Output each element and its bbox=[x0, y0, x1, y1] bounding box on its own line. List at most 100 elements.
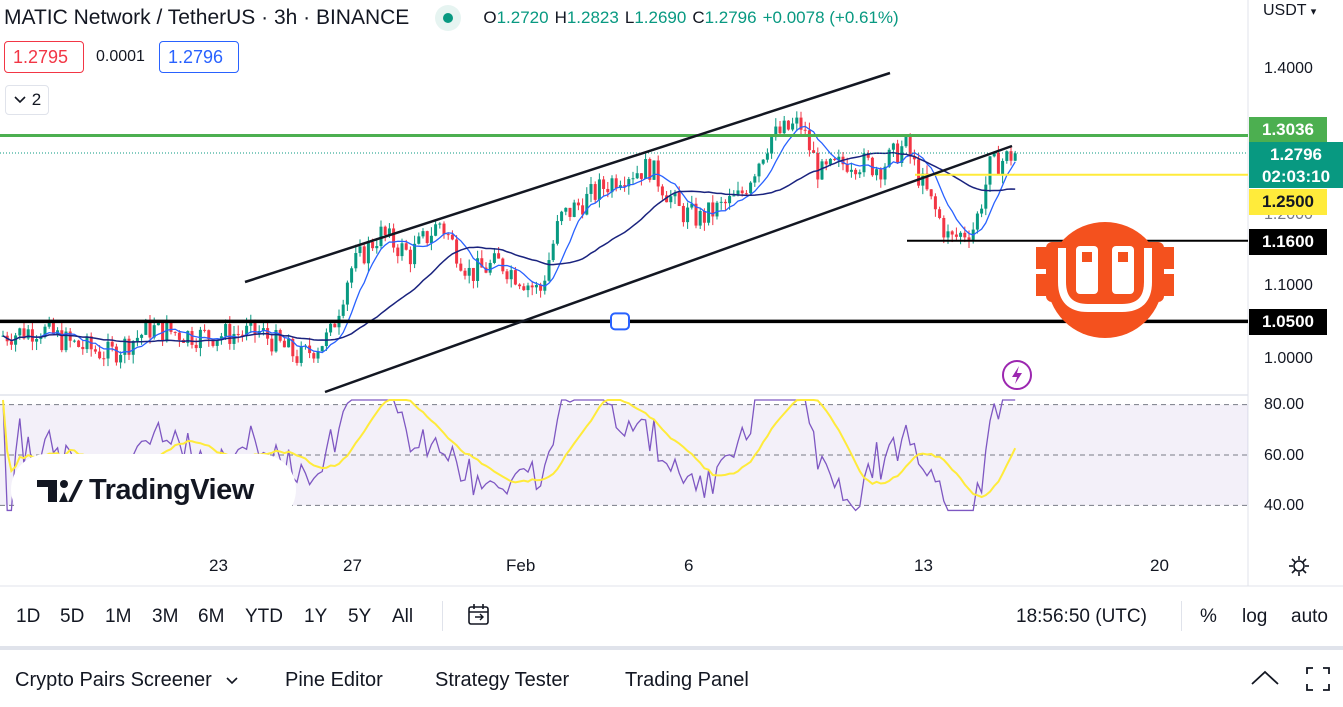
candle-body bbox=[169, 322, 173, 332]
candle-body bbox=[534, 284, 538, 288]
candle-body bbox=[845, 164, 849, 172]
settings-gear-icon[interactable] bbox=[1287, 554, 1311, 578]
tradingview-logo-text: TradingView bbox=[89, 474, 254, 506]
candle-body bbox=[156, 321, 160, 326]
range-all[interactable]: All bbox=[392, 606, 414, 627]
currency-selector[interactable]: USDT ▾ bbox=[1263, 2, 1317, 19]
candle-body bbox=[610, 178, 614, 193]
candle-body bbox=[686, 207, 690, 223]
candle-body bbox=[677, 192, 681, 206]
candle-body bbox=[770, 137, 774, 154]
tab-trading-panel[interactable]: Trading Panel bbox=[625, 669, 749, 691]
candle-body bbox=[656, 160, 660, 187]
candle-body bbox=[711, 202, 715, 217]
candle-body bbox=[513, 270, 517, 285]
candle-body bbox=[215, 339, 219, 346]
candle-body bbox=[959, 232, 963, 237]
range-1y[interactable]: 1Y bbox=[304, 606, 328, 627]
range-6m[interactable]: 6M bbox=[198, 606, 225, 627]
candle-body bbox=[929, 189, 933, 197]
tab-pine-editor[interactable]: Pine Editor bbox=[285, 669, 383, 691]
chevron-up-icon[interactable] bbox=[1250, 668, 1280, 688]
candle-body bbox=[190, 331, 194, 345]
candle-body bbox=[228, 324, 232, 344]
candle-body bbox=[345, 282, 349, 305]
range-1d[interactable]: 1D bbox=[16, 606, 41, 627]
candle-body bbox=[875, 169, 879, 176]
price-tick: 1.1000 bbox=[1264, 277, 1313, 294]
auto-scale-toggle[interactable]: auto bbox=[1291, 606, 1328, 627]
buy-button[interactable]: 1.2796 bbox=[159, 41, 239, 73]
candle-body bbox=[198, 329, 202, 349]
candle-body bbox=[350, 268, 354, 283]
candle-body bbox=[757, 163, 761, 177]
candle-body bbox=[954, 234, 958, 237]
candle-body bbox=[119, 354, 123, 363]
range-5y[interactable]: 5Y bbox=[348, 606, 372, 627]
tab-crypto-pairs-screener[interactable]: Crypto Pairs Screener bbox=[15, 669, 239, 692]
candle-body bbox=[333, 323, 337, 328]
candle-body bbox=[219, 336, 223, 340]
spread-value: 0.0001 bbox=[96, 48, 145, 65]
candle-body bbox=[950, 231, 954, 235]
rsi-line bbox=[2, 399, 1016, 512]
candle-body bbox=[564, 207, 568, 212]
range-ytd[interactable]: YTD bbox=[245, 606, 283, 627]
indicators-toggle[interactable]: 2 bbox=[5, 85, 49, 115]
candle-body bbox=[749, 182, 753, 194]
candle-body bbox=[488, 262, 492, 273]
candle-body bbox=[581, 205, 585, 215]
candle-body bbox=[765, 153, 769, 160]
candle-body bbox=[505, 271, 509, 280]
candle-body bbox=[429, 235, 433, 244]
date-range-calendar-icon[interactable] bbox=[466, 602, 492, 628]
sell-button[interactable]: 1.2795 bbox=[4, 41, 84, 73]
candle-body bbox=[828, 158, 832, 165]
candle-body bbox=[362, 246, 366, 264]
candle-body bbox=[404, 243, 408, 250]
candle-body bbox=[942, 217, 946, 238]
candle-body bbox=[203, 329, 207, 331]
candle-body bbox=[799, 117, 803, 130]
market-status-icon[interactable] bbox=[435, 5, 462, 31]
candle-body bbox=[963, 232, 967, 238]
candle-body bbox=[669, 196, 673, 203]
candle-body bbox=[996, 152, 1000, 176]
tradingview-logo[interactable]: TradingView bbox=[11, 454, 296, 525]
utc-clock[interactable]: 18:56:50 (UTC) bbox=[1016, 606, 1147, 627]
range-5d[interactable]: 5D bbox=[60, 606, 85, 627]
symbol-title[interactable]: MATIC Network / TetherUS · 3h · BINANCE bbox=[4, 6, 410, 29]
candle-body bbox=[98, 351, 102, 359]
candle-body bbox=[274, 330, 278, 352]
candle-body bbox=[194, 344, 198, 349]
maximize-icon[interactable] bbox=[1305, 666, 1331, 692]
price-tick: 1.0000 bbox=[1264, 350, 1313, 367]
candle-body bbox=[110, 341, 114, 347]
candle-body bbox=[211, 339, 215, 346]
percent-scale-toggle[interactable]: % bbox=[1200, 606, 1217, 627]
candle-body bbox=[26, 329, 30, 339]
ohlc-high: H1.2823 bbox=[554, 8, 619, 27]
candle-body bbox=[186, 331, 190, 343]
candle-body bbox=[442, 223, 446, 235]
candle-body bbox=[509, 270, 513, 280]
tab-strategy-tester[interactable]: Strategy Tester bbox=[435, 669, 570, 691]
range-1m[interactable]: 1M bbox=[105, 606, 132, 627]
candle-body bbox=[786, 120, 790, 130]
candle-body bbox=[106, 341, 110, 359]
log-scale-toggle[interactable]: log bbox=[1242, 606, 1268, 627]
level-label-1-0500: 1.0500 bbox=[1249, 309, 1327, 335]
time-tick: 27 bbox=[343, 556, 362, 575]
lightning-alert-icon[interactable] bbox=[1001, 359, 1033, 391]
candle-body bbox=[912, 156, 916, 160]
range-3m[interactable]: 3M bbox=[152, 606, 179, 627]
candle-body bbox=[883, 166, 887, 180]
candle-body bbox=[879, 169, 883, 180]
candle-body bbox=[614, 178, 618, 189]
brand-watermark-icon bbox=[1036, 222, 1174, 338]
candle-body bbox=[623, 185, 627, 187]
candle-body bbox=[728, 196, 732, 204]
candle-body bbox=[207, 330, 211, 340]
candle-body bbox=[560, 211, 564, 222]
candle-body bbox=[761, 159, 765, 164]
